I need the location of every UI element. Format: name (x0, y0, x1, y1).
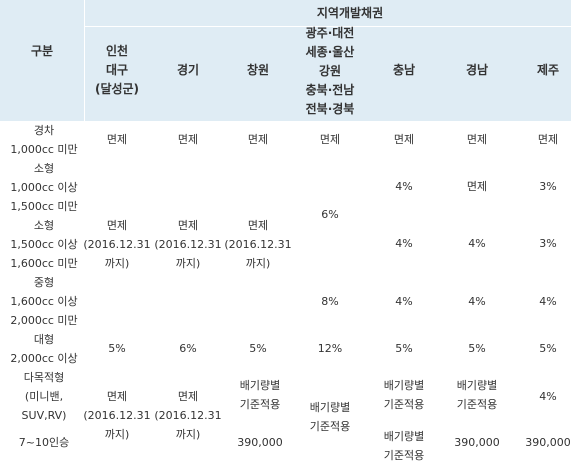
row-label: 경차 (33, 124, 55, 137)
table-cell: 4% (395, 295, 413, 308)
table-cell: 12% (317, 342, 343, 355)
table-cell: 4% (468, 237, 486, 250)
table-cell: 5% (249, 342, 267, 355)
table-cell: 배기량별 (383, 379, 425, 392)
row-label: 1,500cc 이상 (10, 238, 78, 251)
table-cell: (2016.12.31 (83, 409, 151, 422)
table-cell: 6% (179, 342, 197, 355)
row-label: 소형 (33, 162, 55, 175)
row-label: 대형 (33, 333, 55, 346)
table-cell: 면제 (466, 180, 488, 193)
table-cell: 390,000 (237, 436, 283, 449)
row-label: 1,600cc 이상 (10, 295, 78, 308)
row-label: 1,500cc 미만 (10, 200, 78, 213)
table-cell: 면제 (319, 133, 341, 146)
table-cell: 배기량별 (456, 379, 498, 392)
table-cell: 5% (108, 342, 126, 355)
row-label: 중형 (33, 276, 55, 289)
header-divider (84, 26, 571, 27)
table-cell: 5% (539, 342, 557, 355)
table-cell: 4% (539, 390, 557, 403)
table-cell: 390,000 (525, 436, 571, 449)
table-cell: 면제 (177, 133, 199, 146)
table-cell: 면제 (106, 133, 128, 146)
table-cell: (2016.12.31 (154, 409, 222, 422)
table-cell: 5% (395, 342, 413, 355)
table-cell: 3% (539, 237, 557, 250)
header-region-chungnam: 충남 (392, 63, 416, 77)
header-region-changwon: 창원 (246, 63, 270, 77)
table-cell: 5% (468, 342, 486, 355)
table-cell: 배기량별 (309, 401, 351, 414)
row-label: 1,000cc 미만 (10, 143, 78, 156)
table-cell: 4% (395, 180, 413, 193)
row-label: 2,000cc 미만 (10, 314, 78, 327)
table-cell: 4% (395, 237, 413, 250)
table-cell: 까지) (104, 428, 130, 441)
row-label: (미니밴, (24, 390, 64, 403)
table-cell: 기준적용 (239, 398, 281, 411)
row-label: 1,600cc 미만 (10, 257, 78, 270)
row-label: 1,000cc 이상 (10, 181, 78, 194)
table-cell: 3% (539, 180, 557, 193)
table-cell: 390,000 (454, 436, 500, 449)
header-divider (84, 0, 85, 121)
table-cell: 면제 (177, 390, 199, 403)
table-cell: 면제 (247, 133, 269, 146)
table-cell: 기준적용 (456, 398, 498, 411)
table-cell: 면제 (537, 133, 559, 146)
row-label: 7~10인승 (18, 436, 70, 449)
table-cell: 배기량별 (383, 430, 425, 443)
table-cell: 기준적용 (383, 398, 425, 411)
table-cell: 4% (539, 295, 557, 308)
header-region-jeju: 제주 (536, 63, 560, 77)
table-cell: 배기량별 (239, 379, 281, 392)
table-cell: 기준적용 (309, 420, 351, 433)
table-cell: 까지) (175, 428, 201, 441)
merged-cell-gwangju-small: 6% (321, 208, 339, 221)
header-category: 구분 (30, 44, 54, 58)
table-cell: 면제 (466, 133, 488, 146)
row-label: SUV,RV) (21, 409, 67, 422)
row-label: 2,000cc 이상 (10, 352, 78, 365)
table-cell: 면제 (393, 133, 415, 146)
header-region-gyeonggi: 경기 (176, 63, 200, 77)
table-cell: 8% (321, 295, 339, 308)
table-header (0, 0, 571, 121)
header-region-gyeongnam: 경남 (465, 63, 489, 77)
table-cell: 면제 (106, 390, 128, 403)
row-label: 다목적형 (23, 371, 65, 384)
row-label: 소형 (33, 219, 55, 232)
table-cell: 4% (468, 295, 486, 308)
table-cell: 기준적용 (383, 449, 425, 462)
header-group-title: 지역개발채권 (316, 6, 384, 20)
